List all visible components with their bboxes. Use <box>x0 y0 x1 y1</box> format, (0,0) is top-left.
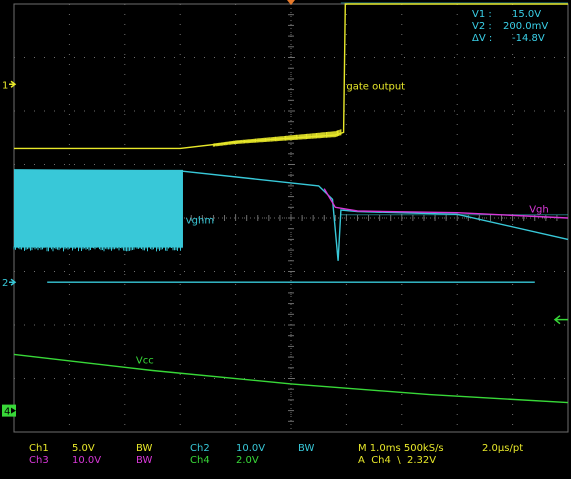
vgh-trace <box>323 188 569 219</box>
traces <box>13 3 569 404</box>
waveform-plot: gate output vghm Vgh Vcc 1 2 4 <box>2 0 569 433</box>
ch3-label: Ch3 <box>29 455 49 466</box>
ch1-label: Ch1 <box>29 443 49 454</box>
vghm-burst <box>14 169 183 248</box>
series-label-vghm: vghm <box>186 215 214 226</box>
channel-markers: 1 2 4 <box>2 0 568 418</box>
ch2-bw-label: BW <box>298 443 315 454</box>
ch3-bw-label: BW <box>136 455 153 466</box>
ch1-scale: 5.0V <box>72 443 95 454</box>
ch4-scale: 2.0V <box>236 455 259 466</box>
cursor-dv-label: ΔV : <box>472 33 493 44</box>
ch4-label: Ch4 <box>190 455 210 466</box>
vcc-trace <box>13 353 569 404</box>
cursor-v2-value: 200.0mV <box>503 21 549 32</box>
channel-2-arrow-icon <box>9 278 17 286</box>
sample-interval: 2.0μs/pt <box>482 443 524 454</box>
channel-4-marker-bg <box>2 404 16 417</box>
trigger-position-icon <box>287 0 295 5</box>
ch2-label: Ch2 <box>190 443 210 454</box>
cursor-dv-value: -14.8V <box>512 33 545 44</box>
trigger-setting: A Ch4 \ 2.32V <box>358 455 437 466</box>
cursor-v1-value: 15.0V <box>512 9 542 20</box>
channel-1-arrow-icon <box>9 80 17 88</box>
timebase: M 1.0ms 500kS/s <box>358 443 444 454</box>
series-label-gate-output: gate output <box>346 82 405 93</box>
series-label-vgh: Vgh <box>529 205 549 216</box>
cursor-v2-label: V2 : <box>472 21 492 32</box>
status-bar: Ch1 5.0V BW Ch2 10.0V BW M 1.0ms 500kS/s… <box>0 438 571 479</box>
ch2-scale: 10.0V <box>236 443 266 454</box>
ch1-bw-label: BW <box>136 443 153 454</box>
trigger-level-arrow-icon <box>553 315 568 325</box>
channel-2-marker-label: 2 <box>2 278 8 289</box>
ch3-scale: 10.0V <box>72 455 102 466</box>
channel-1-marker-label: 1 <box>2 80 8 91</box>
series-labels: gate output vghm Vgh Vcc <box>136 82 549 367</box>
series-label-vcc: Vcc <box>136 356 154 367</box>
channel-4-arrow-icon <box>11 407 16 414</box>
vghm-trace <box>13 169 569 261</box>
cursor-v1-label: V1 : <box>472 9 492 20</box>
gate-output-trace <box>14 3 568 150</box>
vghm-burst-edge <box>13 246 183 252</box>
channel-4-marker-label: 4 <box>4 407 10 418</box>
